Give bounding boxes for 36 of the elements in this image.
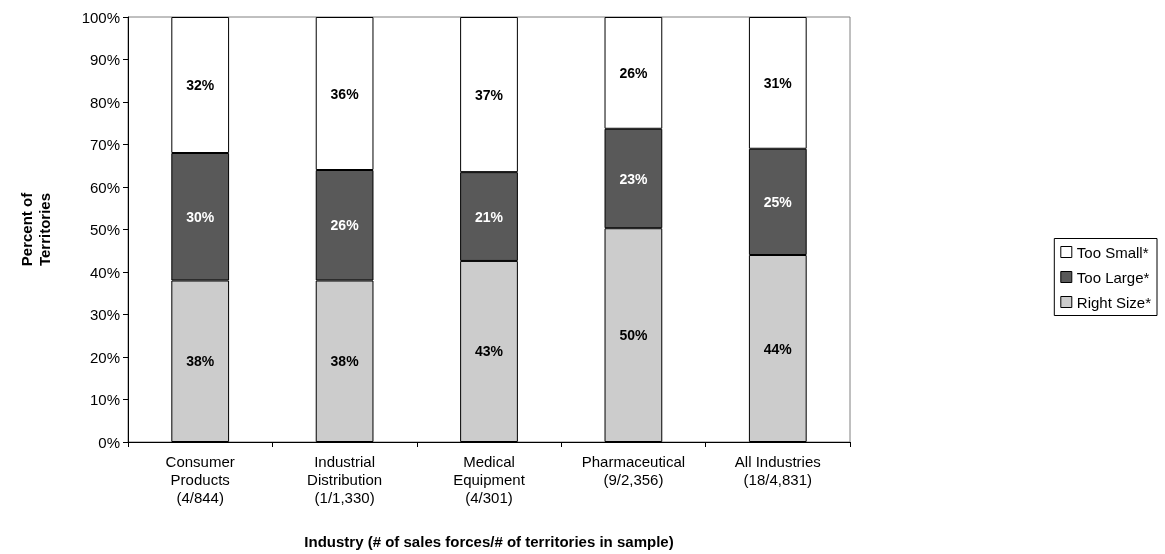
- data-label: 43%: [474, 343, 504, 360]
- data-label: 36%: [330, 85, 360, 102]
- data-label: 37%: [474, 86, 504, 103]
- data-label: 30%: [186, 208, 215, 225]
- y-tick-label: 0%: [98, 433, 120, 451]
- legend-label: Too Small*: [1076, 243, 1149, 261]
- data-label: 32%: [186, 77, 215, 93]
- x-tick-label: All Industries (18/4,831): [734, 452, 821, 488]
- y-tick-label: 20%: [89, 348, 120, 366]
- data-label: 31%: [763, 74, 793, 91]
- x-tick-label: Consumer Products (4/844): [165, 452, 235, 506]
- x-tick-label: Medical Equipment (4/301): [453, 452, 526, 506]
- x-tick-label: Pharmaceutical (9/2,356): [581, 452, 686, 488]
- y-tick-label: 80%: [89, 93, 120, 111]
- y-tick-label: 50%: [89, 221, 120, 238]
- data-label: 38%: [330, 353, 360, 370]
- y-tick-label: 10%: [89, 391, 120, 408]
- y-axis-title: Percent of Territories: [17, 191, 53, 267]
- data-label: 21%: [474, 208, 504, 225]
- legend-label: Too Large*: [1076, 268, 1150, 286]
- y-tick-label: 100%: [81, 8, 120, 26]
- y-tick-label: 60%: [89, 178, 120, 196]
- y-tick-label: 40%: [89, 263, 120, 281]
- x-tick-label: Industrial Distribution (1/1,330): [307, 452, 383, 506]
- y-tick-label: 90%: [89, 51, 120, 68]
- legend-label: Right Size*: [1076, 293, 1152, 311]
- data-label: 25%: [763, 193, 793, 210]
- y-tick-label: 30%: [89, 306, 120, 323]
- data-label: 38%: [186, 353, 215, 370]
- data-label: 26%: [619, 64, 648, 81]
- data-label: 44%: [763, 340, 793, 357]
- data-label: 26%: [330, 217, 360, 234]
- y-tick-label: 70%: [89, 136, 120, 153]
- data-label: 50%: [619, 327, 648, 344]
- data-label: 23%: [619, 170, 648, 187]
- x-axis-title: Industry (# of sales forces/# of territories in sample): [304, 533, 674, 550]
